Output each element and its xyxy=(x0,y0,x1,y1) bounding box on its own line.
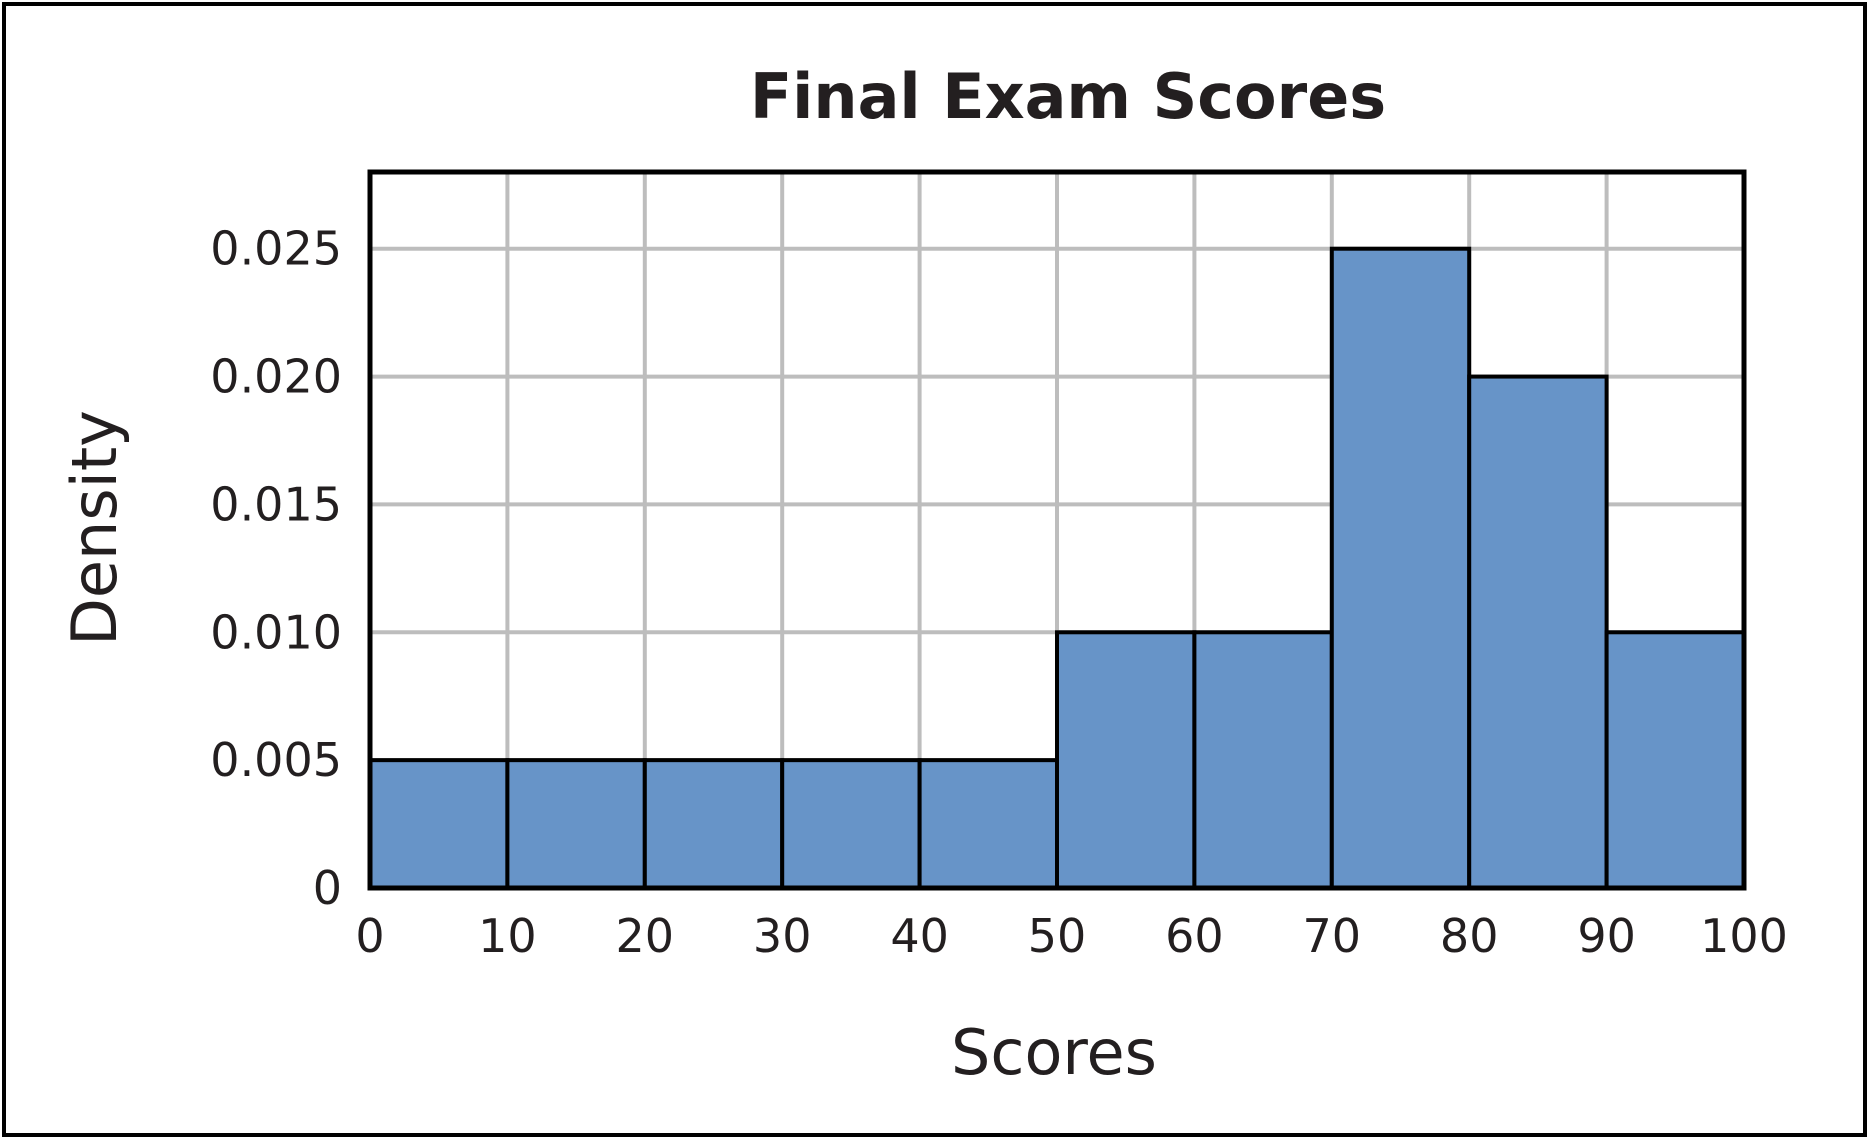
histogram-bars xyxy=(368,246,1746,891)
x-axis-tick-labels: 0 10 20 30 40 50 60 70 80 90 100 xyxy=(355,909,1788,963)
y-tick-label: 0.010 xyxy=(210,605,342,659)
histogram-bar xyxy=(1192,630,1334,890)
y-tick-label: 0.005 xyxy=(210,733,342,787)
x-tick-label: 90 xyxy=(1577,909,1636,963)
x-tick-label: 0 xyxy=(355,909,384,963)
histogram-bar xyxy=(505,758,647,891)
y-tick-label: 0.015 xyxy=(210,477,342,531)
x-tick-label: 20 xyxy=(616,909,675,963)
x-axis-title: Scores xyxy=(951,1016,1157,1089)
x-tick-label: 100 xyxy=(1700,909,1788,963)
x-tick-label: 60 xyxy=(1165,909,1224,963)
histogram-chart: Final Exam Scores 00.0050.0100.0150.0200… xyxy=(58,60,1788,1089)
histogram-bar xyxy=(1467,374,1609,890)
y-axis-title: Density xyxy=(58,410,131,646)
histogram-bar xyxy=(368,758,510,891)
x-tick-label: 80 xyxy=(1440,909,1499,963)
histogram-bar xyxy=(1604,630,1746,890)
histogram-bar xyxy=(642,758,785,891)
x-tick-label: 50 xyxy=(1028,909,1087,963)
chart-title: Final Exam Scores xyxy=(750,60,1386,133)
x-tick-label: 70 xyxy=(1303,909,1362,963)
histogram-bar xyxy=(1329,246,1472,890)
y-tick-label: 0.020 xyxy=(210,350,342,404)
x-tick-label: 10 xyxy=(478,909,537,963)
histogram-bar xyxy=(917,758,1059,891)
y-axis-tick-labels: 0 0.005 0.010 0.015 0.020 0.025 xyxy=(210,222,342,915)
x-tick-label: 30 xyxy=(753,909,812,963)
histogram-bar xyxy=(780,758,922,891)
y-tick-label: 0 xyxy=(313,861,342,915)
y-tick-label: 0.025 xyxy=(210,222,342,276)
histogram-bar xyxy=(1055,630,1197,890)
plot-area-border xyxy=(367,169,1747,891)
x-tick-label: 40 xyxy=(890,909,949,963)
